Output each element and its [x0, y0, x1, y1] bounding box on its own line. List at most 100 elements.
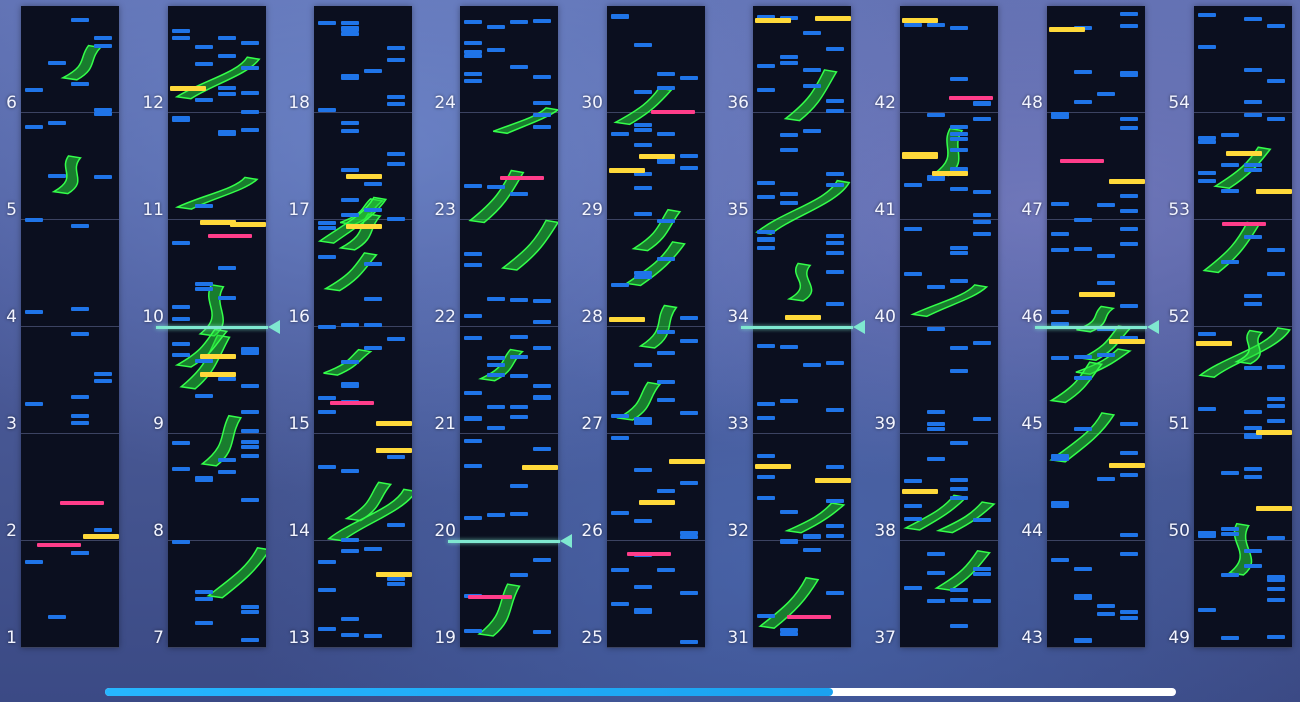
tap-note [464, 50, 482, 55]
tap-note [195, 44, 213, 49]
tap-note [464, 263, 482, 267]
tap-note [195, 62, 213, 67]
tap-note [510, 483, 528, 488]
tap-note [904, 586, 922, 591]
tap-note [464, 464, 482, 469]
bar-divider [1194, 112, 1292, 113]
tap-note [318, 410, 336, 415]
bar-number: 19 [434, 628, 456, 648]
tap-note [387, 58, 405, 63]
tap-note [387, 161, 405, 166]
playhead-line[interactable] [156, 326, 268, 329]
tap-note [533, 75, 551, 80]
tap-note [973, 117, 991, 122]
tap-note [780, 540, 798, 545]
playhead-arrow-icon[interactable] [268, 320, 280, 334]
tap-note [1267, 24, 1285, 29]
tap-note [218, 266, 236, 271]
tap-note [1097, 92, 1115, 97]
tap-note [341, 384, 359, 389]
tap-note [241, 454, 259, 459]
tap-note [803, 535, 821, 539]
tap-note [826, 408, 844, 413]
tap-note [950, 597, 968, 602]
tap-note [1267, 271, 1285, 276]
tap-note [364, 546, 382, 551]
tap-note [680, 481, 698, 486]
scrollbar-thumb[interactable] [105, 688, 834, 696]
tap-note [780, 345, 798, 350]
tap-note [826, 360, 844, 365]
bar-divider [753, 540, 851, 541]
tap-note [927, 427, 945, 432]
chart-column [460, 6, 558, 648]
playhead-line[interactable] [1035, 326, 1147, 329]
tap-note [387, 217, 405, 222]
scrollbar[interactable] [105, 688, 1176, 696]
tap-note [1120, 451, 1138, 456]
tap-note [1244, 294, 1262, 299]
critical-note [948, 95, 993, 100]
tap-note [826, 301, 844, 306]
tap-note [341, 129, 359, 134]
tap-note [25, 124, 43, 129]
tap-note [1221, 133, 1239, 138]
tap-note [241, 409, 259, 414]
tap-note [1267, 247, 1285, 252]
tap-note [680, 165, 698, 170]
bar-number: 12 [142, 93, 164, 113]
tap-note [533, 395, 551, 400]
flick-note [376, 421, 412, 427]
flick-note [200, 372, 236, 378]
tap-note [318, 588, 336, 592]
bar-number: 51 [1168, 414, 1190, 434]
critical-note [207, 233, 252, 238]
playhead-arrow-icon[interactable] [853, 320, 865, 334]
tap-note [464, 71, 482, 76]
tap-note [364, 346, 382, 351]
tap-note [657, 330, 675, 335]
playhead-arrow-icon[interactable] [560, 534, 572, 548]
tap-note [634, 143, 652, 148]
tap-note [94, 175, 112, 180]
tap-note [510, 355, 528, 360]
tap-note [904, 517, 922, 522]
bar-divider [21, 433, 119, 434]
bar-number: 9 [153, 414, 164, 434]
hold-note [1198, 327, 1291, 379]
bar-number: 6 [6, 93, 17, 113]
tap-note [826, 241, 844, 246]
bar-divider [168, 647, 266, 648]
tap-note [1244, 301, 1262, 306]
bar-number: 43 [1021, 628, 1043, 648]
bar-number: 23 [434, 200, 456, 220]
tap-note [780, 192, 798, 197]
tap-note [364, 68, 382, 73]
chart-column [1194, 6, 1292, 648]
tap-note [464, 41, 482, 46]
hold-note [935, 501, 996, 534]
bar-divider [607, 219, 705, 220]
tap-note [241, 65, 259, 70]
tap-note [48, 120, 66, 125]
playhead-line[interactable] [448, 540, 560, 543]
critical-note [787, 614, 832, 619]
playhead-line[interactable] [741, 326, 853, 329]
tap-note [241, 348, 259, 353]
tap-note [387, 152, 405, 157]
hold-note [1049, 361, 1104, 404]
tap-note [657, 160, 675, 165]
tap-note [1244, 17, 1262, 22]
tap-note [341, 469, 359, 474]
hold-note [344, 481, 393, 522]
bar-divider [607, 433, 705, 434]
playhead-arrow-icon[interactable] [1147, 320, 1159, 334]
tap-note [950, 278, 968, 283]
tap-note [195, 476, 213, 481]
tap-note [318, 108, 336, 113]
bar-divider [1194, 326, 1292, 327]
tap-note [1097, 202, 1115, 207]
tap-note [950, 495, 968, 500]
tap-note [757, 194, 775, 199]
tap-note [94, 378, 112, 383]
